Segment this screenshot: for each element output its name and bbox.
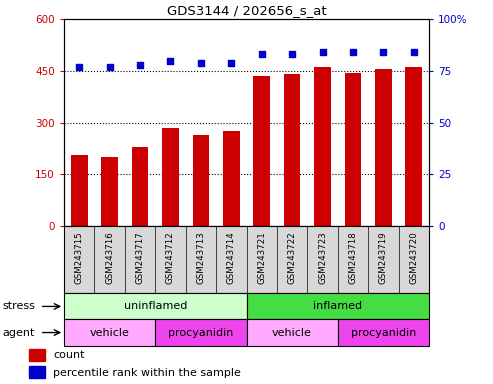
Text: GSM243713: GSM243713 (196, 232, 206, 284)
Text: vehicle: vehicle (90, 328, 130, 338)
Bar (64, 293, 246, 319)
Bar (29, 366, 44, 379)
Bar (284, 74, 300, 226)
Text: agent: agent (2, 328, 35, 338)
Bar (253, 76, 270, 226)
Bar (155, 319, 246, 346)
Point (258, 51, 266, 58)
Bar (314, 68, 331, 226)
Text: procyanidin: procyanidin (351, 328, 416, 338)
Text: uninflamed: uninflamed (124, 301, 187, 311)
Point (75, 64, 83, 70)
Text: GSM243716: GSM243716 (105, 232, 114, 284)
Text: GSM243719: GSM243719 (379, 232, 388, 284)
Bar (193, 135, 209, 226)
Text: GSM243712: GSM243712 (166, 232, 175, 284)
Point (197, 60, 205, 66)
Text: GSM243714: GSM243714 (227, 232, 236, 284)
Bar (223, 131, 240, 226)
Title: GDS3144 / 202656_s_at: GDS3144 / 202656_s_at (167, 3, 326, 17)
Text: procyanidin: procyanidin (168, 328, 234, 338)
Text: count: count (54, 350, 85, 360)
Bar (405, 68, 422, 226)
Point (380, 49, 387, 55)
Point (106, 64, 113, 70)
Text: inflamed: inflamed (313, 301, 362, 311)
Text: GSM243717: GSM243717 (136, 232, 144, 284)
Bar (338, 319, 429, 346)
Point (136, 62, 144, 68)
Bar (71, 156, 88, 226)
Text: stress: stress (2, 301, 35, 311)
Bar (246, 319, 338, 346)
Bar (162, 128, 179, 226)
Bar (132, 147, 148, 226)
Bar (64, 319, 155, 346)
Text: GSM243718: GSM243718 (349, 232, 357, 284)
Text: vehicle: vehicle (272, 328, 312, 338)
Text: GSM243721: GSM243721 (257, 232, 266, 284)
Point (227, 60, 235, 66)
Point (318, 49, 326, 55)
Bar (102, 157, 118, 226)
Point (349, 49, 357, 55)
Text: GSM243720: GSM243720 (409, 232, 418, 284)
Text: GSM243723: GSM243723 (318, 232, 327, 284)
Bar (29, 349, 44, 361)
Text: GSM243722: GSM243722 (287, 232, 297, 284)
Text: percentile rank within the sample: percentile rank within the sample (54, 367, 242, 377)
Bar (345, 73, 361, 226)
Bar (246, 293, 429, 319)
Point (288, 51, 296, 58)
Bar (375, 69, 391, 226)
Text: GSM243715: GSM243715 (75, 232, 84, 284)
Point (410, 49, 418, 55)
Point (167, 58, 175, 64)
